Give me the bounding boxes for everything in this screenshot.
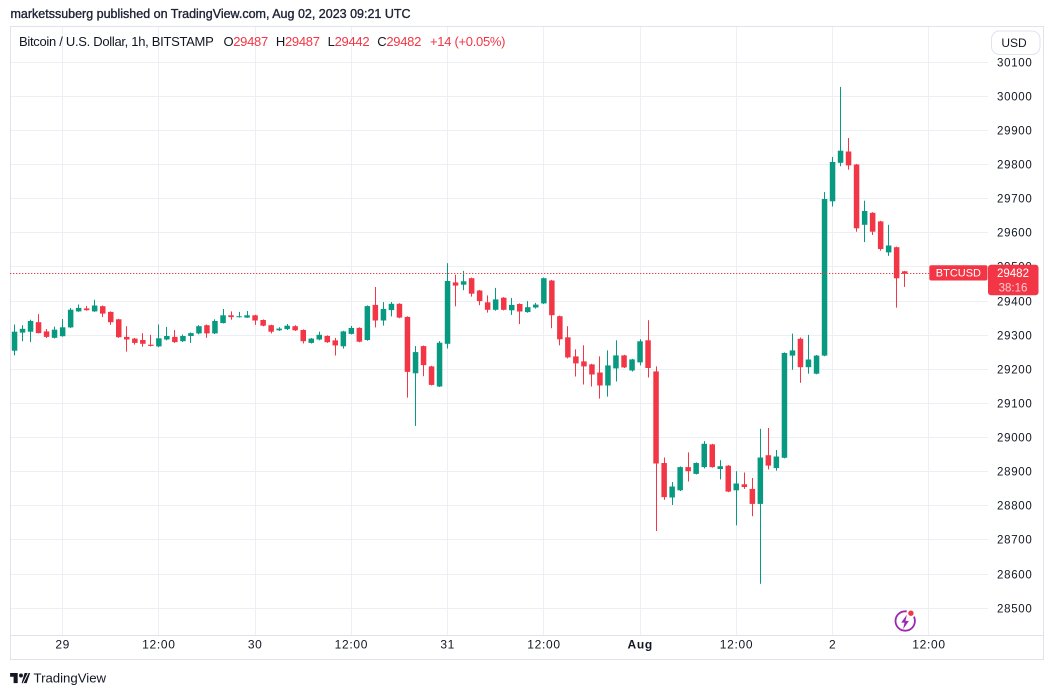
svg-text:29000: 29000 bbox=[997, 433, 1032, 445]
svg-text:TradingView: TradingView bbox=[34, 671, 107, 686]
svg-text:Aug: Aug bbox=[627, 638, 652, 652]
svg-text:31: 31 bbox=[440, 638, 455, 652]
svg-text:38:16: 38:16 bbox=[999, 283, 1028, 295]
svg-text:29: 29 bbox=[55, 638, 70, 652]
svg-text:12:00: 12:00 bbox=[527, 638, 561, 652]
svg-text:30100: 30100 bbox=[997, 58, 1032, 70]
svg-text:12:00: 12:00 bbox=[335, 638, 369, 652]
svg-text:29700: 29700 bbox=[997, 194, 1032, 206]
svg-text:29800: 29800 bbox=[997, 160, 1032, 172]
svg-text:12:00: 12:00 bbox=[912, 638, 946, 652]
svg-text:28900: 28900 bbox=[997, 467, 1032, 479]
svg-text:28600: 28600 bbox=[997, 570, 1032, 582]
svg-text:29482: 29482 bbox=[997, 268, 1029, 280]
svg-text:29400: 29400 bbox=[997, 297, 1032, 309]
svg-text:28800: 28800 bbox=[997, 501, 1032, 513]
svg-text:29900: 29900 bbox=[997, 126, 1032, 138]
svg-text:29300: 29300 bbox=[997, 331, 1032, 343]
svg-text:29100: 29100 bbox=[997, 399, 1032, 411]
svg-text:12:00: 12:00 bbox=[142, 638, 176, 652]
svg-text:12:00: 12:00 bbox=[720, 638, 754, 652]
svg-text:28700: 28700 bbox=[997, 535, 1032, 547]
svg-text:28500: 28500 bbox=[997, 604, 1032, 616]
svg-text:29200: 29200 bbox=[997, 365, 1032, 377]
svg-text:30000: 30000 bbox=[997, 92, 1032, 104]
svg-text:30: 30 bbox=[248, 638, 263, 652]
svg-text:BTCUSD: BTCUSD bbox=[936, 267, 981, 279]
svg-text:2: 2 bbox=[829, 638, 836, 652]
svg-text:29600: 29600 bbox=[997, 228, 1032, 240]
svg-text:USD: USD bbox=[1001, 36, 1027, 50]
